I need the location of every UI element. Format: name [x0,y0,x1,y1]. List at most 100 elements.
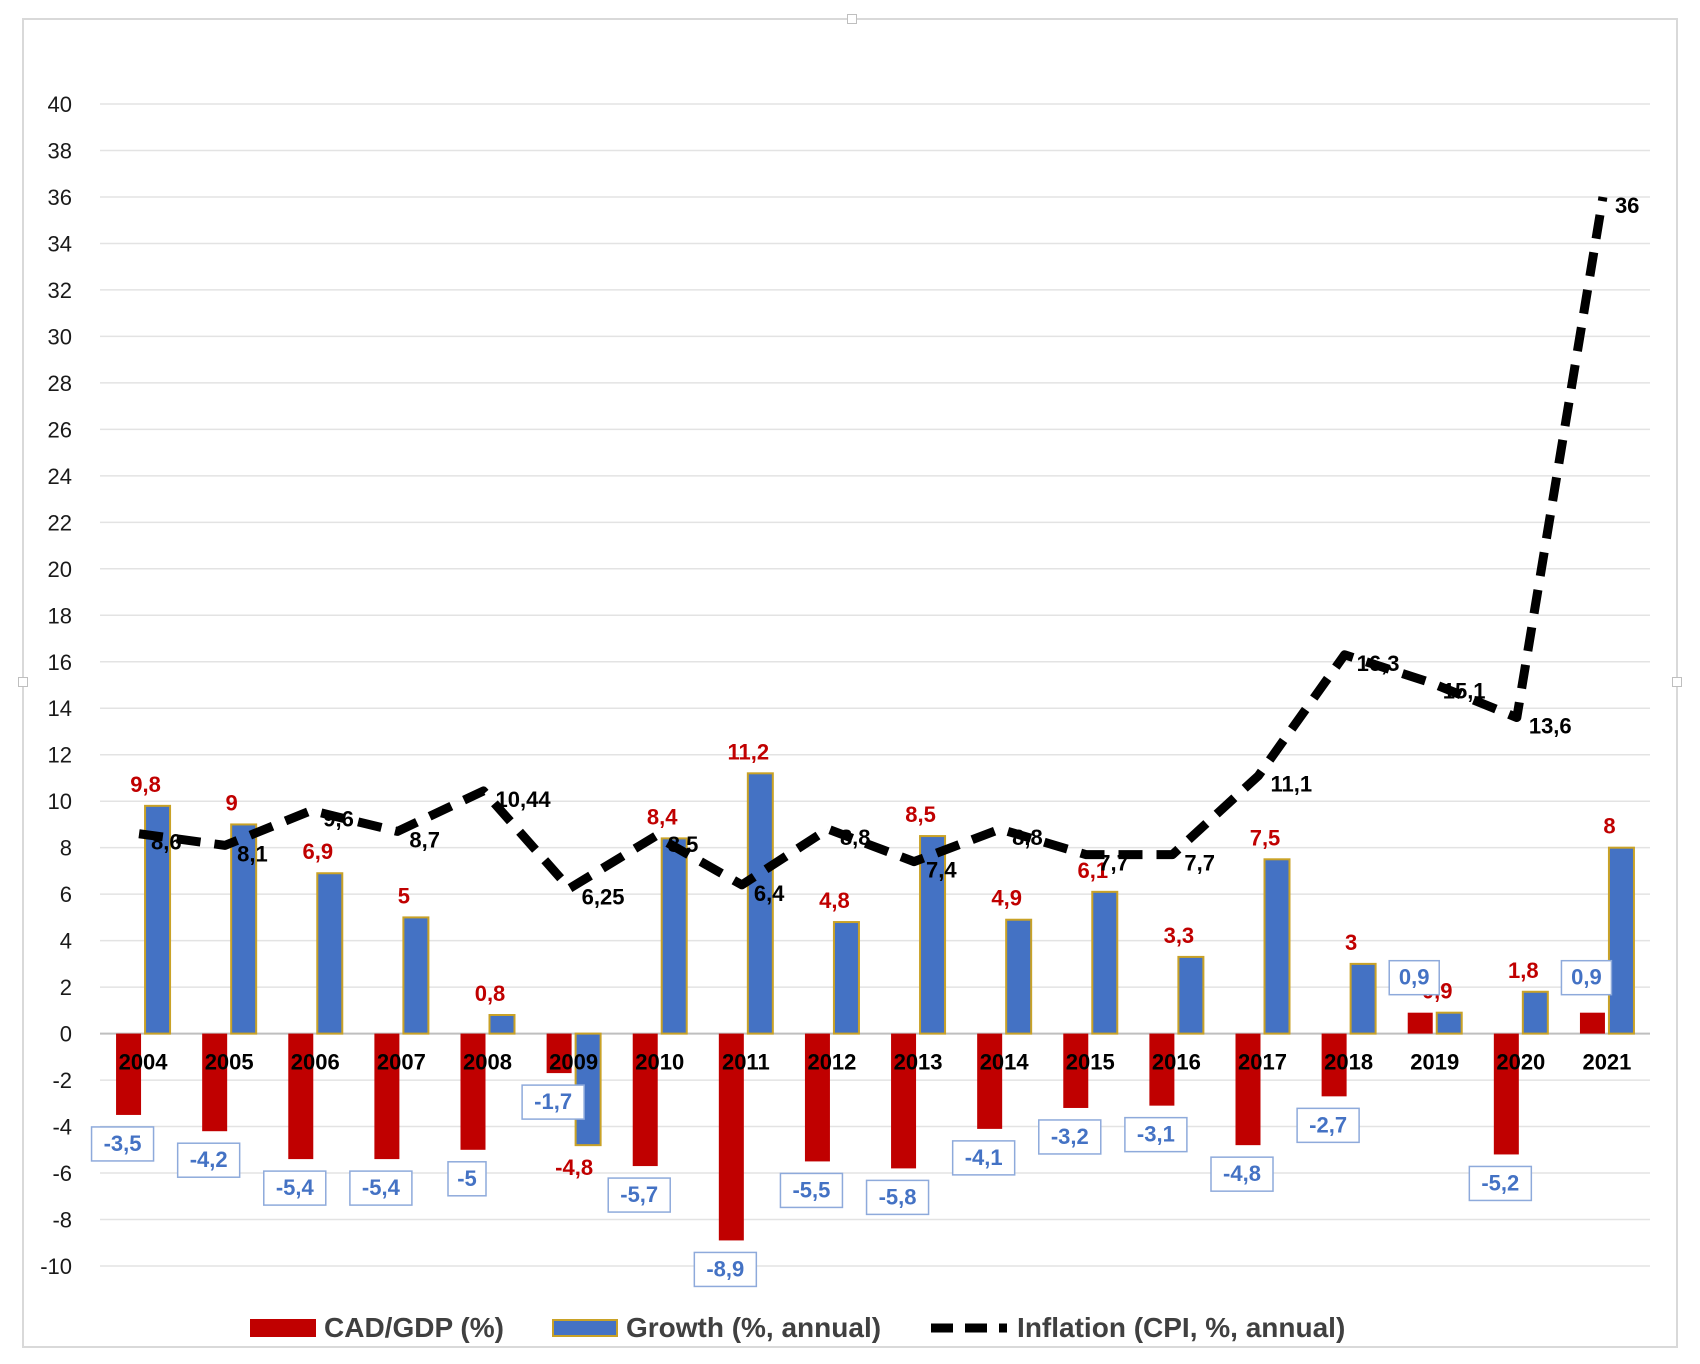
growth-data-label: -4,8 [555,1155,593,1180]
cad-bar [1149,1033,1175,1106]
y-tick-label: -8 [52,1208,72,1233]
cad-bar [202,1033,228,1132]
cad-bar [632,1033,658,1167]
cad-data-label: -1,7 [534,1089,572,1114]
inflation-data-label: 8,7 [409,827,440,852]
inflation-data-label: 8,5 [668,832,699,857]
legend-label-inflation: Inflation (CPI, %, annual) [1017,1312,1346,1343]
growth-bar [1263,858,1291,1035]
cad-data-label: -5,7 [620,1182,658,1207]
y-tick-label: 18 [48,603,72,628]
cad-data-label-box [263,1170,327,1206]
y-tick-label: 22 [48,510,72,535]
growth-data-label: 4,8 [819,888,850,913]
x-category-label: 2007 [377,1050,426,1075]
resize-handle-right[interactable] [1672,677,1682,687]
cad-data-label: 0,9 [1399,965,1430,990]
y-tick-label: 20 [48,557,72,582]
growth-bar [402,916,430,1035]
cad-data-label: -3,1 [1137,1122,1175,1147]
legend-label-cad: CAD/GDP (%) [324,1312,504,1343]
growth-data-label: 8,4 [647,804,678,829]
growth-data-label: 0,8 [475,981,506,1006]
cad-data-label-box [349,1170,413,1206]
cad-bar [288,1033,314,1160]
cad-bar [116,1033,142,1115]
cad-bar [460,1033,486,1150]
cad-data-label-box [1468,1165,1533,1202]
cad-data-label-box [1210,1156,1274,1192]
y-tick-label: 30 [48,324,72,349]
inflation-data-label: 8,8 [1012,825,1043,850]
cad-bar [1493,1033,1519,1155]
cad-data-label-box [779,1172,844,1209]
inflation-data-label: 7,7 [1184,851,1215,876]
x-category-label: 2010 [635,1050,684,1075]
growth-bar [488,1014,516,1035]
legend-label-growth: Growth (%, annual) [625,1312,882,1343]
resize-handle-top[interactable] [847,14,857,24]
inflation-data-label: 8,1 [237,841,268,866]
x-category-label: 2021 [1582,1050,1631,1075]
growth-bar [1349,962,1377,1035]
y-tick-label: 14 [48,696,72,721]
inflation-data-label: 6,4 [754,881,785,906]
inflation-data-label: 8,6 [151,830,182,855]
legend-item-cad: CAD/GDP (%) [250,1312,504,1344]
y-tick-label: 6 [60,882,72,907]
y-tick-label: 8 [60,836,72,861]
cad-data-label: -5,4 [276,1175,315,1200]
y-tick-label: 34 [48,231,72,256]
cad-data-label: -5,4 [362,1175,401,1200]
cad-data-label: -4,8 [1223,1161,1261,1186]
y-tick-label: 32 [48,278,72,303]
growth-bar [144,804,172,1035]
growth-bar [832,921,860,1035]
y-tick-label: -10 [40,1254,72,1279]
growth-bar [1435,1011,1463,1035]
cad-data-label-box [1124,1116,1188,1153]
growth-data-label: 11,2 [728,739,770,764]
inflation-data-label: 15,1 [1443,679,1486,704]
growth-bar [1607,846,1635,1035]
legend-item-growth: Growth (%, annual) [551,1312,882,1344]
cad-data-label-box [693,1251,758,1288]
cad-bar [1407,1012,1433,1034]
y-tick-label: 28 [48,371,72,396]
x-category-label: 2004 [119,1050,169,1075]
cad-data-label-box [1560,959,1613,996]
cad-data-label-box [1038,1119,1102,1155]
y-tick-label: -2 [52,1068,72,1093]
growth-data-label: 3 [1345,930,1357,955]
growth-data-label: 7,5 [1250,825,1281,850]
x-category-label: 2006 [291,1050,340,1075]
resize-handle-left[interactable] [18,677,28,687]
cad-data-label: -2,7 [1309,1112,1347,1137]
growth-data-label: 4,9 [991,886,1022,911]
y-tick-label: -6 [52,1161,72,1186]
cad-bar [546,1033,572,1074]
growth-bar [1091,890,1119,1035]
cad-data-label-box [951,1140,1016,1176]
growth-bar [1177,955,1205,1035]
x-category-label: 2018 [1324,1050,1373,1075]
y-tick-label: 38 [48,138,72,163]
y-tick-label: 36 [48,185,72,210]
growth-data-label: 6,1 [1077,858,1108,883]
growth-bar [230,823,258,1035]
y-tick-label: 10 [48,789,72,814]
inflation-data-label: 8,8 [840,825,871,850]
cad-bar [804,1033,830,1162]
cad-data-label-box [1296,1107,1360,1144]
cad-data-label: -8,9 [706,1256,744,1281]
legend-swatch-cad [250,1319,316,1337]
x-category-label: 2005 [205,1050,254,1075]
inflation-line [138,196,1608,893]
cad-bar [374,1033,400,1160]
x-category-label: 2008 [463,1050,512,1075]
cad-bar [1063,1033,1089,1108]
growth-data-label: 8,5 [905,802,936,827]
cad-data-label: -5 [457,1166,477,1191]
y-tick-label: 26 [48,417,72,442]
